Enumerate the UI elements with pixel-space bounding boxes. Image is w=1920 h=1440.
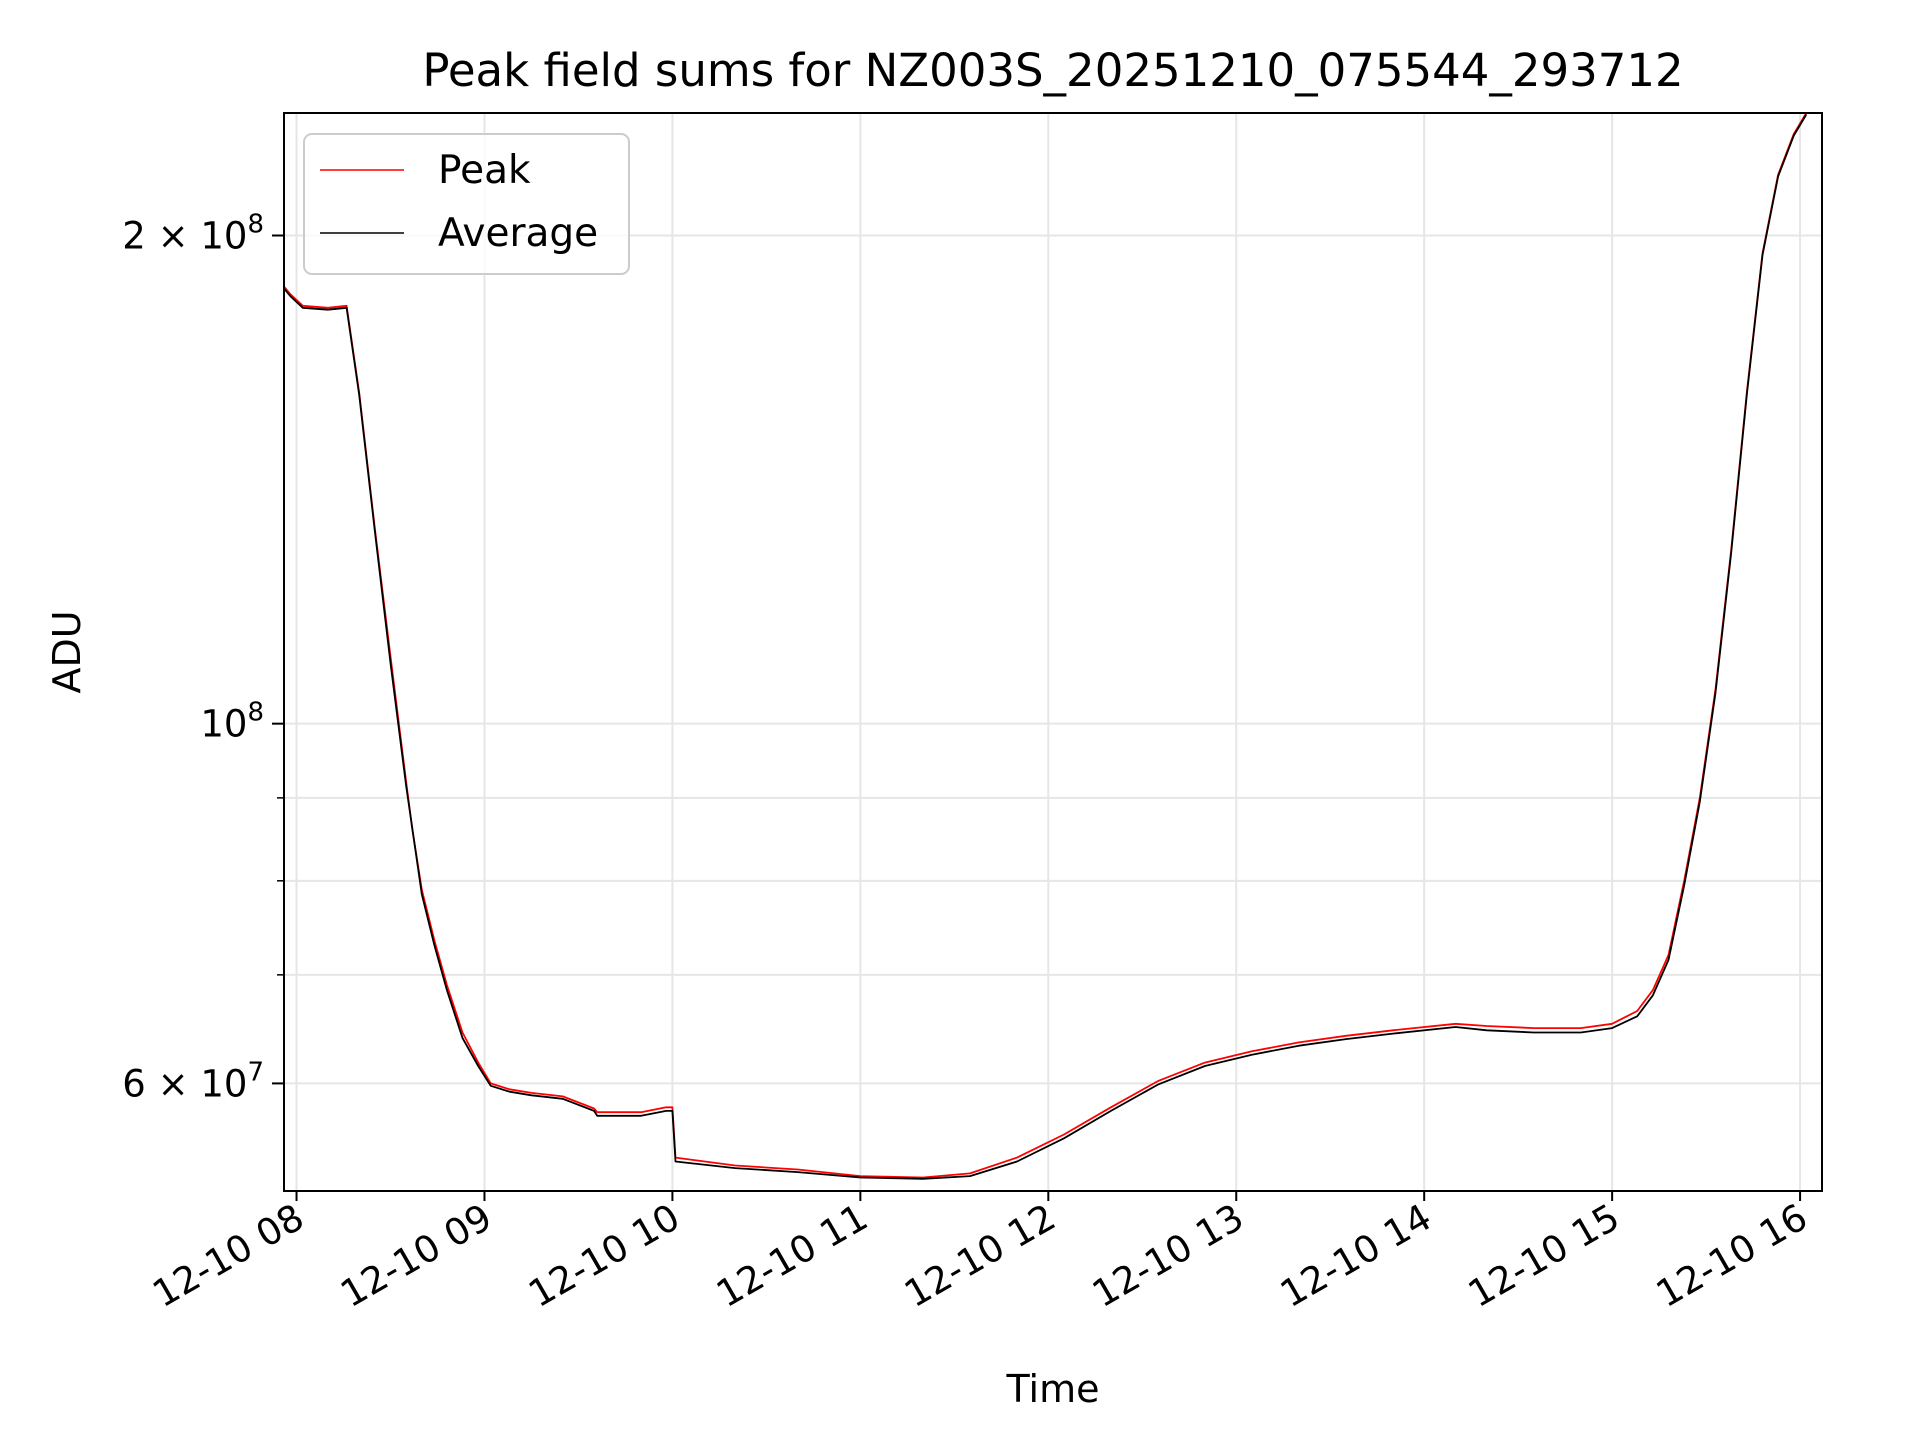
legend-box <box>303 133 630 275</box>
legend: Peak Average <box>303 133 630 275</box>
y-tick-label: 6 × 107 <box>122 1057 264 1105</box>
legend-label-average: Average <box>438 211 598 256</box>
y-tick-label: 2 × 108 <box>122 210 264 258</box>
legend-label-peak: Peak <box>438 148 531 193</box>
y-tick-label: 108 <box>200 698 264 746</box>
y-axis-label: ADU <box>45 610 89 693</box>
series-layer <box>284 113 1808 1180</box>
series-line-average <box>284 114 1808 1180</box>
plot-frame <box>283 112 1823 1192</box>
x-axis-label: Time <box>1006 1367 1100 1411</box>
chart-title: Peak field sums for NZ003S_20251210_0755… <box>422 44 1683 97</box>
grid-lines <box>284 113 1822 1191</box>
